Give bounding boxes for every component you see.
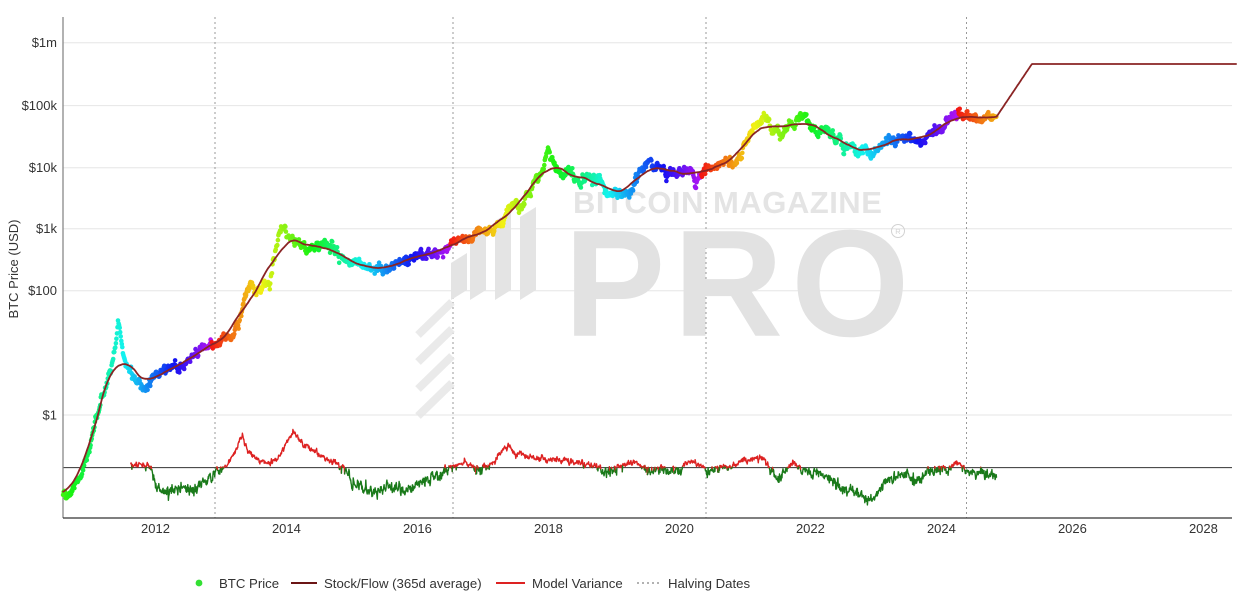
svg-text:$1: $1 — [43, 408, 57, 423]
svg-text:2014: 2014 — [272, 521, 301, 536]
svg-text:PRO: PRO — [564, 199, 917, 369]
svg-text:Halving Dates: Halving Dates — [668, 576, 750, 591]
svg-text:$100k: $100k — [22, 98, 58, 113]
svg-text:$1m: $1m — [32, 35, 57, 50]
svg-text:2024: 2024 — [927, 521, 956, 536]
svg-text:Stock/Flow (365d average): Stock/Flow (365d average) — [324, 576, 482, 591]
svg-text:Model Variance: Model Variance — [532, 576, 623, 591]
svg-text:2018: 2018 — [534, 521, 563, 536]
svg-text:2016: 2016 — [403, 521, 432, 536]
svg-text:BTC Price (USD): BTC Price (USD) — [6, 220, 21, 319]
svg-text:2026: 2026 — [1058, 521, 1087, 536]
svg-text:$10k: $10k — [29, 160, 58, 175]
svg-text:2028: 2028 — [1189, 521, 1218, 536]
svg-text:2020: 2020 — [665, 521, 694, 536]
svg-text:$100: $100 — [28, 283, 57, 298]
svg-text:BTC Price: BTC Price — [219, 576, 279, 591]
svg-text:2022: 2022 — [796, 521, 825, 536]
svg-text:$1k: $1k — [36, 221, 57, 236]
svg-text:2012: 2012 — [141, 521, 170, 536]
svg-text:R: R — [895, 227, 901, 236]
